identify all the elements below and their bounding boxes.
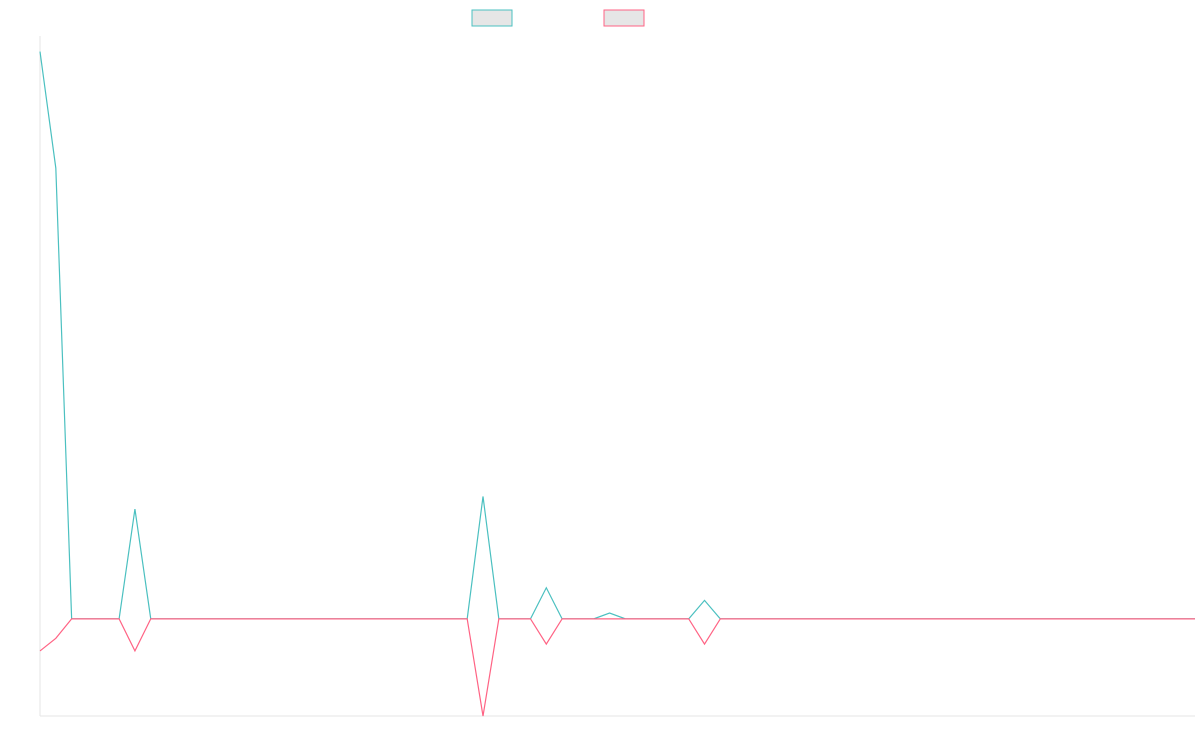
legend-swatch-1[interactable] bbox=[471, 9, 513, 27]
series-line-1 bbox=[39, 51, 1195, 620]
legend-swatch-2[interactable] bbox=[603, 9, 645, 27]
legend bbox=[471, 9, 645, 27]
series-line-2 bbox=[39, 618, 1195, 717]
axes bbox=[39, 36, 1195, 717]
series-group bbox=[39, 51, 1195, 717]
